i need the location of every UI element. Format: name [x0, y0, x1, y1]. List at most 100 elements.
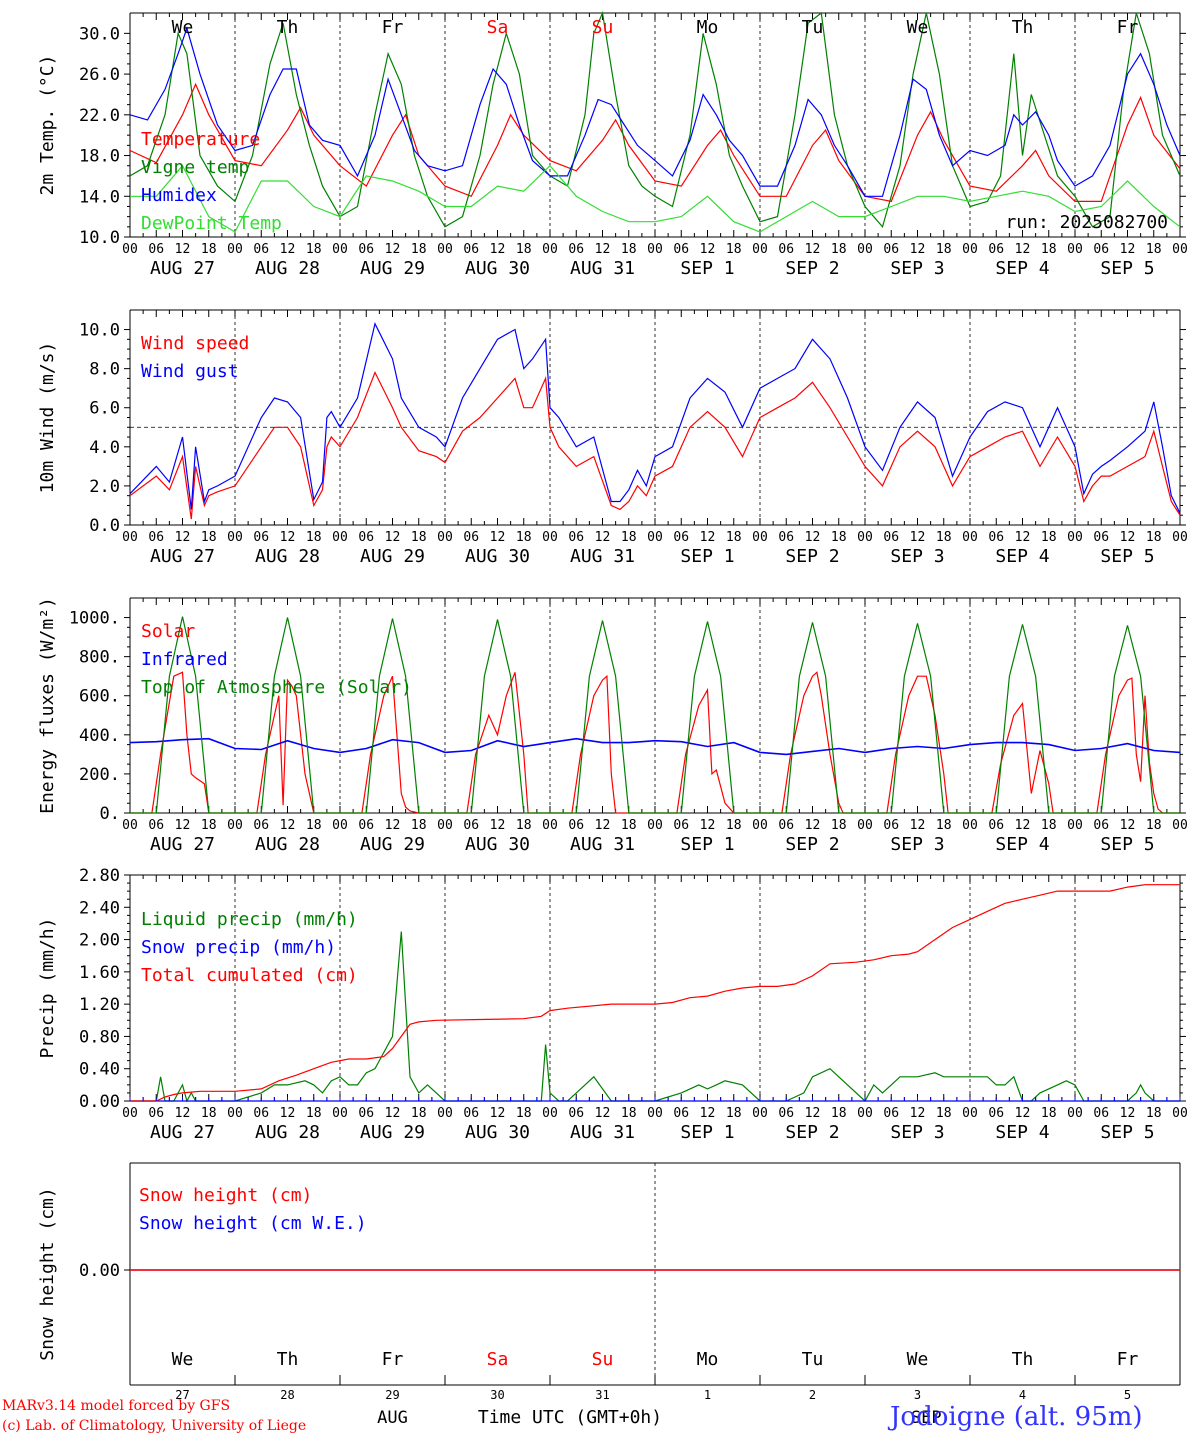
y-tick-label: 200.: [79, 765, 120, 785]
weekday-label: Fr: [1117, 17, 1139, 38]
hour-tick-label: 12: [910, 1106, 926, 1121]
weekday-label: Fr: [382, 17, 404, 38]
day-number-label: 1: [704, 1388, 711, 1402]
legend-entry: Snow height (cm): [139, 1185, 312, 1206]
hour-tick-label: 00: [122, 530, 138, 545]
hour-tick-label: 18: [1146, 530, 1162, 545]
hour-tick-label: 00: [752, 1106, 768, 1121]
hour-tick-label: 00: [227, 242, 243, 257]
date-label: SEP 1: [680, 258, 734, 279]
hour-tick-label: 12: [280, 1106, 296, 1121]
y-axis-title: 10m Wind (m/s): [37, 342, 58, 494]
hour-tick-label: 12: [1120, 530, 1136, 545]
hour-tick-label: 06: [253, 818, 269, 833]
y-tick-label: 6.0: [89, 399, 120, 419]
footer-model-credit: MARv3.14 model forced by GFS: [2, 1398, 231, 1414]
date-label: SEP 2: [785, 1122, 839, 1143]
y-tick-label: 18.0: [79, 147, 120, 167]
hour-tick-label: 12: [910, 818, 926, 833]
y-tick-label: 0.00: [79, 1261, 120, 1281]
legend-entry: Snow height (cm W.E.): [139, 1213, 367, 1234]
hour-tick-label: 18: [306, 242, 322, 257]
y-axis-title: Snow height (cm): [37, 1187, 58, 1360]
chart-panel-3: 00 06 12 18 00 06 12 18 00 06 12 18 00 06 12 18 00 06 12 18…: [37, 597, 1188, 855]
hour-tick-label: 18: [621, 530, 637, 545]
weekday-label: Su: [592, 1349, 614, 1370]
hour-tick-label: 06: [358, 242, 374, 257]
legend-entry: DewPoint Temp: [141, 213, 282, 234]
hour-tick-label: 18: [936, 242, 952, 257]
hour-tick-label: 12: [595, 818, 611, 833]
hour-tick-label: 18: [936, 530, 952, 545]
hour-tick-label: 06: [463, 530, 479, 545]
chart-panel-4: 00 06 12 18 00 06 12 18 00 06 12 18 00 06 12 18 00 06 12 18…: [37, 866, 1188, 1143]
date-label: AUG 28: [255, 834, 320, 855]
hour-tick-label: 00: [857, 818, 873, 833]
hour-tick-label: 00: [962, 1106, 978, 1121]
hour-tick-label: 12: [280, 530, 296, 545]
hour-tick-label: 00: [542, 818, 558, 833]
hour-tick-label: 00: [227, 818, 243, 833]
y-tick-label: 0.0: [89, 516, 120, 536]
hour-tick-label: 12: [175, 1106, 191, 1121]
weekday-label: Fr: [1117, 1349, 1139, 1370]
hour-tick-label: 06: [778, 242, 794, 257]
hour-tick-label: 18: [936, 818, 952, 833]
hour-tick-label: 12: [700, 818, 716, 833]
hour-tick-label: 00: [122, 818, 138, 833]
y-tick-label: 800.: [79, 648, 120, 668]
hour-tick-label: 06: [778, 1106, 794, 1121]
date-label: AUG 29: [360, 258, 425, 279]
date-label: SEP 4: [995, 258, 1049, 279]
hour-tick-label: 06: [883, 530, 899, 545]
date-label: AUG 30: [465, 834, 530, 855]
y-tick-label: 2.80: [79, 866, 120, 886]
date-label: SEP 1: [680, 546, 734, 567]
hour-tick-label: 12: [805, 242, 821, 257]
day-number-label: 2: [809, 1388, 816, 1402]
hour-tick-label: 18: [516, 818, 532, 833]
legend-entry: Top of Atmosphere (Solar): [141, 677, 412, 698]
hour-tick-label: 06: [568, 1106, 584, 1121]
weekday-label: Tu: [802, 17, 824, 38]
date-label: AUG 31: [570, 834, 635, 855]
weekday-label: Th: [277, 1349, 299, 1370]
hour-tick-label: 06: [568, 242, 584, 257]
weekday-label: Mo: [697, 17, 719, 38]
hour-tick-label: 18: [1146, 1106, 1162, 1121]
series-line-dewpoint-temp: [130, 164, 1181, 233]
hour-tick-label: 00: [1172, 1106, 1188, 1121]
hour-tick-label: 06: [883, 818, 899, 833]
date-label: AUG 31: [570, 546, 635, 567]
legend-entry: Solar: [141, 621, 195, 642]
y-axis-title: 2m Temp. (°C): [37, 55, 58, 196]
y-tick-label: 400.: [79, 726, 120, 746]
hour-tick-label: 06: [253, 1106, 269, 1121]
hour-tick-label: 12: [1015, 1106, 1031, 1121]
series-line-total-cumulated-cm-: [130, 884, 1180, 1102]
legend-entry: Snow precip (mm/h): [141, 937, 336, 958]
hour-tick-label: 00: [542, 530, 558, 545]
day-number-label: 28: [280, 1388, 294, 1402]
date-label: SEP 3: [890, 258, 944, 279]
hour-tick-label: 18: [726, 242, 742, 257]
hour-tick-label: 18: [831, 1106, 847, 1121]
footer-lab-credit: (c) Lab. of Climatology, University of L…: [2, 1418, 307, 1434]
hour-tick-label: 00: [437, 818, 453, 833]
date-label: SEP 1: [680, 834, 734, 855]
hour-tick-label: 12: [385, 530, 401, 545]
chart-panel-1: 00 06 12 18 00 06 12 18 00 06 12 18 00 06 12 18 00 06 12 18…: [37, 10, 1188, 279]
hour-tick-label: 12: [805, 818, 821, 833]
date-label: AUG 31: [570, 1122, 635, 1143]
series-line-wind-speed: [129, 371, 1181, 520]
weekday-label: Tu: [802, 1349, 824, 1370]
hour-tick-label: 06: [673, 530, 689, 545]
series-line-vigne-temp: [129, 10, 1181, 229]
y-tick-label: 22.0: [79, 106, 120, 126]
hour-tick-label: 00: [332, 1106, 348, 1121]
hour-tick-label: 00: [1172, 530, 1188, 545]
hour-tick-label: 00: [1172, 242, 1188, 257]
date-label: AUG 28: [255, 1122, 320, 1143]
hour-tick-label: 18: [411, 818, 427, 833]
